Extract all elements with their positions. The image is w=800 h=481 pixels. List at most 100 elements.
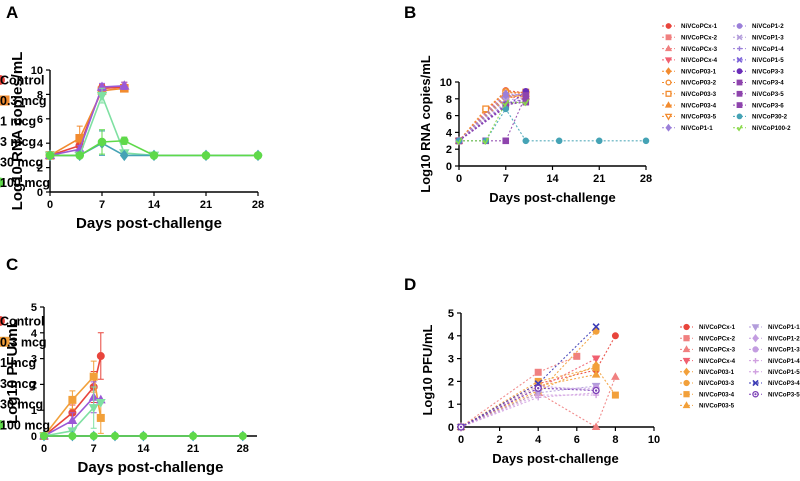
panel-b-legend-nivcop1-5: NiVCoP1-5 — [733, 56, 784, 64]
panel-d-series-nivcop3-5-line — [460, 387, 597, 428]
panel-b-legend-nivcop3-4-label: NiVCoP3-4 — [752, 80, 784, 87]
panel-b-legend-nivcop1-2-marker — [736, 23, 743, 29]
panel-c-y-tick-label: 3 — [31, 354, 37, 366]
panel-letter-a: A — [6, 3, 18, 22]
panel-c-x-tick-label: 21 — [187, 443, 199, 455]
panel-a-legend-0-3-mcg: 0.3 mcg — [0, 94, 47, 108]
panel-d-legend-nivcopcx-3-label: NiVCoPCx-3 — [699, 347, 736, 354]
panel-b-legend-nivcop03-2-marker — [665, 79, 672, 86]
panel-c-x-tick-label: 14 — [137, 443, 150, 455]
panel-d-legend-nivcopcx-1-marker — [683, 323, 690, 331]
panel-d-legend-nivcop1-1-label: NiVCoP1-1 — [768, 324, 800, 331]
panel-a-x-tick-label: 21 — [200, 199, 212, 211]
panel-b-x-tick-label: 28 — [640, 173, 652, 185]
panel-b-legend-nivcopcx-2-marker — [665, 34, 672, 41]
panel-d-series-nivcop1-1-line — [460, 385, 597, 428]
panel-letter-b: B — [404, 3, 416, 22]
panel-d-legend-nivcop1-5-marker — [752, 369, 759, 375]
panel-c-series-100-mcg-point — [238, 432, 247, 440]
panel-c-legend-control-marker — [0, 316, 5, 326]
panel-b-legend-nivcop03-1: NiVCoP03-1 — [662, 67, 717, 76]
panel-d-legend-nivcop1-4-marker — [752, 358, 759, 364]
panel-d-series-nivcop1-4-line — [460, 394, 597, 428]
panel-b-legend-nivcop03-5-marker — [664, 113, 673, 121]
panel-b-series-nivcop100-2-line — [459, 101, 526, 142]
panel-a-legend-control-label: Control — [0, 74, 44, 88]
panel-d-legend-nivcopcx-4-marker — [682, 357, 691, 365]
panel-b-series-nivcop100-2-point — [455, 137, 463, 145]
panel-d-legend-nivcop03-5: NiVCoP03-5 — [680, 401, 735, 410]
panel-b-legend-nivcopcx-1-label: NiVCoPCx-1 — [681, 23, 718, 30]
panel-b-legend-nivcop03-4-label: NiVCoP03-4 — [681, 102, 717, 109]
panel-d-legend-nivcop03-1: NiVCoP03-1 — [680, 367, 735, 377]
panel-d-x-axis-title: Days post-challenge — [492, 451, 618, 466]
panel-b-y-tick-label: 2 — [446, 144, 452, 156]
panel-c-series-3-mcg-point — [88, 404, 99, 413]
panel-c-x-axis-title: Days post-challenge — [78, 459, 224, 476]
panel-d-series-nivcop3-5-point-dot — [537, 387, 540, 390]
panel-d-legend-nivcop3-5: NiVCoP3-5 — [749, 390, 800, 398]
panel-a-series-100-mcg-point — [45, 151, 55, 160]
panel-d-legend-nivcopcx-1-label: NiVCoPCx-1 — [699, 324, 736, 331]
panel-d-legend-nivcop03-5-label: NiVCoP03-5 — [699, 403, 735, 410]
panel-b-legend-nivcop3-5-label: NiVCoP3-5 — [752, 91, 784, 98]
panel-a-series-100-mcg-point — [201, 151, 211, 160]
panel-a-y-tick-label: 4 — [37, 138, 44, 150]
panel-b-legend-nivcopcx-4-label: NiVCoPCx-4 — [681, 57, 718, 64]
panel-d-legend-nivcopcx-4: NiVCoPCx-4 — [680, 358, 736, 365]
panel-d-series-nivcopcx-4-line — [460, 358, 597, 428]
panel-a-series-30-mcg-point — [119, 149, 129, 162]
panel-c-y-tick-label: 5 — [31, 302, 37, 314]
panel-b-legend-nivcop1-3: NiVCoP1-3 — [733, 34, 784, 42]
panel-b-legend-nivcop03-1-marker — [665, 67, 672, 76]
panel-c-series-100-mcg-point — [111, 432, 119, 440]
panel-b-legend-nivcopcx-2-label: NiVCoPCx-2 — [681, 35, 718, 42]
panel-b-legend-nivcop03-1-label: NiVCoP03-1 — [681, 68, 717, 75]
panel-c-y-tick-label: 1 — [31, 405, 37, 417]
panel-a-x-axis-title: Days post-challenge — [76, 215, 222, 232]
panel-b-legend-nivcopcx-1: NiVCoPCx-1 — [662, 23, 718, 30]
panel-d-x-tick-label: 6 — [574, 434, 580, 446]
panel-b-legend-nivcop100-2-marker — [736, 124, 743, 132]
panel-b-legend-nivcop3-5-marker — [736, 90, 743, 97]
panel-d-legend-nivcopcx-2: NiVCoPCx-2 — [680, 335, 736, 342]
panel-b-x-tick-label: 0 — [456, 173, 462, 185]
panel-c-series-0-3-mcg-point — [68, 395, 77, 404]
panel-d-series-nivcop1-5 — [458, 389, 600, 430]
panel-b-y-tick-label: 0 — [446, 161, 452, 173]
panel-a-legend-1-mcg-label: 1 mcg — [0, 115, 36, 129]
panel-b-legend-nivcop1-4-label: NiVCoP1-4 — [752, 46, 784, 53]
panel-b-legend-nivcop30-2: NiVCoP30-2 — [733, 113, 788, 121]
panel-d-series-nivcopcx-2-point — [534, 368, 542, 376]
panel-b-legend-nivcop3-6: NiVCoP3-6 — [733, 102, 784, 109]
panel-c-series-1-mcg-point — [67, 415, 78, 424]
panel-c-legend-100-mcg-label: 100 mcg — [0, 419, 50, 433]
panel-c-series-100-mcg-point — [189, 432, 198, 440]
panel-a-legend-3-mcg-label: 3 mcg — [0, 135, 36, 149]
panel-b-legend-nivcop03-4: NiVCoP03-4 — [662, 101, 717, 109]
panel-b-legend-nivcop3-3: NiVCoP3-3 — [733, 68, 784, 75]
panel-a-series-100-mcg-point — [119, 136, 129, 146]
panel-c-legend-30-mcg: 30 mcg — [0, 398, 43, 412]
panel-d-series-nivcop3-4 — [457, 323, 600, 431]
panel-d-legend-nivcop03-4-label: NiVCoP03-4 — [699, 391, 735, 398]
panel-b-y-tick-label: 6 — [446, 111, 452, 123]
panel-d-series-nivcop03-5 — [456, 369, 601, 431]
panel-b-series-nivcop03-3-point — [482, 105, 490, 113]
panel-d-series-nivcop1-3 — [457, 384, 600, 431]
panel-c-series-3-mcg-point — [95, 398, 106, 408]
panel-d-series-nivcopcx-4-point — [591, 355, 601, 364]
panel-b-series-nivcop03-3-line — [458, 91, 526, 142]
panel-c-legend-control: Control — [0, 315, 44, 329]
panel-a-y-tick-label: 6 — [37, 114, 43, 126]
panel-d-legend-nivcop3-4-label: NiVCoP3-4 — [768, 380, 800, 387]
panel-c-legend-1-mcg-label: 1 mcg — [0, 356, 36, 370]
panel-d-series-nivcop03-4-point — [611, 391, 619, 399]
panel-b-legend-nivcop1-2: NiVCoP1-2 — [733, 23, 784, 30]
panel-c-legend-30-mcg-label: 30 mcg — [0, 398, 43, 412]
panel-d-y-tick-label: 0 — [448, 422, 454, 434]
panel-c-legend-0-3-mcg-marker — [0, 336, 10, 347]
panel-d-series-nivcop03-4-point — [592, 364, 600, 372]
panel-a-legend-control-marker — [0, 75, 5, 85]
